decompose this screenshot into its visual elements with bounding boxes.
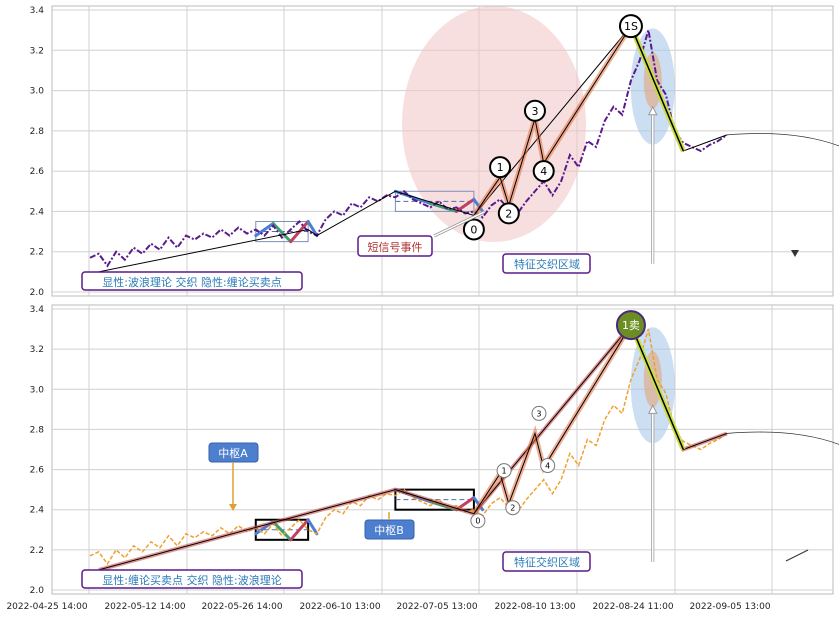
bottom-y-tick-label: 3.0	[30, 385, 45, 395]
bottom-point-label: 2	[510, 504, 515, 513]
x-tick-label: 2022-04-25 14:00	[6, 602, 87, 612]
top-price-line	[89, 29, 728, 268]
top-point-marker	[532, 160, 555, 183]
bottom-bi-line	[473, 324, 632, 514]
top-point-marker	[462, 218, 485, 241]
bottom-point-marker	[496, 463, 512, 479]
top-zhongshu-segment	[306, 219, 319, 238]
top-y-tick-label: 3.4	[30, 6, 45, 16]
top-point-label: 4	[540, 165, 547, 178]
bottom-zhongshu-segment	[289, 518, 310, 542]
top-feature-label: 特征交织区域	[514, 257, 580, 271]
top-y-tick-label: 2.8	[30, 127, 45, 137]
bottom-sell-label: 1卖	[622, 319, 640, 332]
bottom-y-tick-label: 2.8	[30, 425, 45, 435]
top-y-tick-label: 3.2	[30, 46, 44, 56]
top-point-marker	[523, 99, 546, 122]
x-tick-label: 2022-05-26 14:00	[201, 602, 282, 612]
x-tick-label: 2022-09-05 13:00	[689, 602, 770, 612]
top-drop-line	[630, 25, 684, 152]
top-y-tick-label: 2.4	[30, 207, 45, 217]
x-tick-label: 2022-08-10 13:00	[494, 602, 575, 612]
top-point-label: 3	[531, 105, 538, 118]
bottom-y-tick-label: 3.2	[30, 345, 44, 355]
top-point-label: 2	[505, 207, 512, 220]
top-legend-text: 显性:波浪理论 交织 隐性:缠论买卖点	[102, 275, 281, 289]
top-point-label: 1	[497, 161, 504, 174]
bottom-y-tick-label: 3.4	[30, 305, 45, 315]
bottom-point-marker	[531, 405, 547, 421]
top-peak-marker	[618, 14, 643, 39]
bottom-y-tick-label: 2.2	[30, 546, 44, 556]
bottom-y-tick-label: 2.6	[30, 466, 45, 476]
top-feature-arrowhead	[647, 105, 658, 116]
top-short-signal-label: 短信号事件	[368, 240, 423, 254]
bottom-point-label: 1	[502, 467, 507, 476]
top-projection-curve	[726, 133, 839, 147]
top-short-signal-arrow-inner	[433, 211, 485, 237]
bottom-zhongshu-b-label: 中枢B	[374, 523, 404, 537]
bottom-zhongshu-segment	[271, 520, 293, 542]
bottom-y-tick-label: 2.0	[30, 586, 45, 596]
top-peak-label: 1S	[624, 20, 638, 33]
bottom-wave-line	[98, 324, 728, 571]
top-y-tick-label: 3.0	[30, 87, 45, 97]
bottom-point-label: 3	[536, 409, 541, 418]
bottom-projection-curve	[726, 431, 839, 446]
x-tick-label: 2022-06-10 13:00	[299, 602, 380, 612]
bottom-zhongshu-segment	[306, 518, 319, 536]
x-tick-label: 2022-08-24 11:00	[592, 602, 673, 612]
bottom-projection-end	[785, 549, 809, 562]
bottom-feature-arrowhead	[647, 404, 658, 414]
top-zhongshu-segment	[454, 197, 476, 213]
top-zhongshu-segment	[271, 222, 293, 244]
top-y-tick-label: 2.0	[30, 288, 45, 298]
bottom-zhongshu-a-label: 中枢A	[218, 446, 248, 460]
top-point-label: 0	[470, 223, 477, 236]
top-highlight-ellipse	[402, 6, 586, 242]
top-point-marker	[497, 202, 520, 225]
top-zhongshu-segment	[254, 222, 275, 238]
top-feature-label-box	[502, 253, 591, 274]
top-short-signal-box	[357, 235, 433, 257]
bottom-y-tick-label: 2.4	[30, 506, 45, 516]
bottom-feature-label: 特征交织区域	[514, 555, 580, 569]
bottom-point-marker	[470, 513, 486, 529]
top-y-tick-label: 2.2	[30, 248, 44, 258]
bottom-drop-line	[630, 324, 684, 450]
x-tick-label: 2022-07-05 13:00	[396, 602, 477, 612]
top-legend-box	[81, 271, 303, 291]
bottom-point-label: 4	[545, 462, 550, 471]
top-point-marker	[489, 156, 512, 179]
top-y-tick-label: 2.6	[30, 167, 45, 177]
bottom-legend-box	[81, 569, 303, 589]
bottom-sell-marker	[615, 310, 646, 341]
top-projection-arrowhead	[791, 250, 799, 257]
bottom-legend-text: 显性:缠论买卖点 交织 隐性:波浪理论	[102, 573, 281, 587]
bottom-feature-label-box	[502, 551, 591, 572]
bottom-point-marker	[505, 500, 521, 516]
bottom-zhongshu-a-arrowhead	[229, 504, 237, 511]
x-tick-label: 2022-05-12 14:00	[104, 602, 185, 612]
bottom-point-marker	[540, 458, 556, 474]
bottom-point-label: 0	[475, 517, 480, 526]
